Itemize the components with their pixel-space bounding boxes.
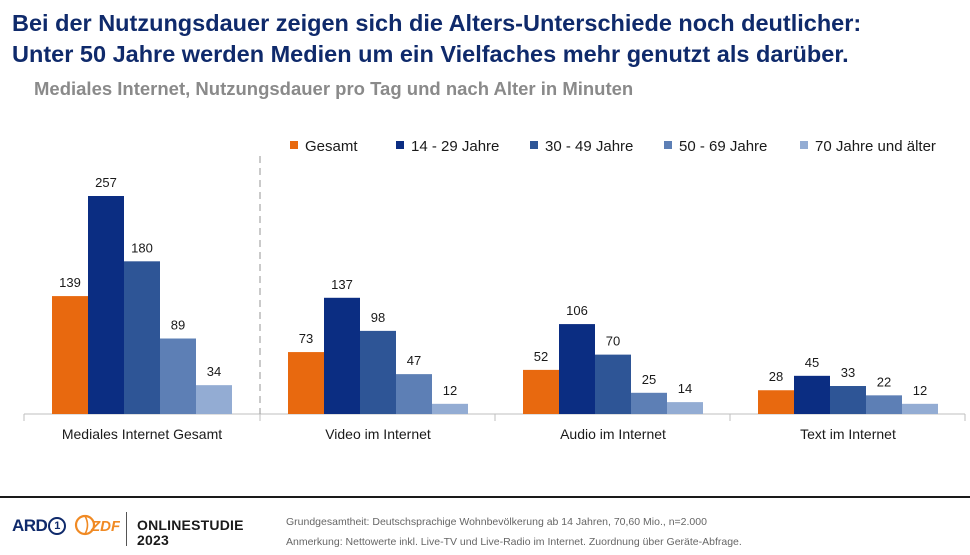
- bar-0-3: [160, 338, 196, 414]
- data-label-2-1: 106: [566, 303, 588, 318]
- data-label-3-3: 22: [877, 374, 891, 389]
- bar-3-3: [866, 395, 902, 414]
- legend-label-2: 30 - 49 Jahre: [545, 138, 633, 155]
- data-label-3-4: 12: [913, 383, 927, 398]
- study-name: ONLINESTUDIE: [137, 517, 244, 533]
- data-label-1-0: 73: [299, 331, 313, 346]
- bar-0-4: [196, 385, 232, 414]
- bar-2-2: [595, 354, 631, 414]
- legend-swatch-4: [800, 141, 808, 149]
- legend-label-4: 70 Jahre und älter: [815, 138, 936, 155]
- bar-3-2: [830, 386, 866, 414]
- category-label-1: Video im Internet: [325, 426, 431, 442]
- headline-line-1: Bei der Nutzungsdauer zeigen sich die Al…: [12, 10, 862, 36]
- bar-2-3: [631, 392, 667, 414]
- bar-2-0: [523, 369, 559, 414]
- bar-3-0: [758, 390, 794, 414]
- ard-logo-text: ARD: [12, 516, 48, 535]
- note-population: Grundgesamtheit: Deutschsprachige Wohnbe…: [286, 516, 707, 528]
- data-label-1-1: 137: [331, 277, 353, 292]
- data-label-0-4: 34: [207, 364, 221, 379]
- zdf-logo-text: ZDF: [90, 518, 120, 535]
- legend-swatch-0: [290, 141, 298, 149]
- data-label-2-0: 52: [534, 349, 548, 364]
- category-label-0: Mediales Internet Gesamt: [62, 426, 222, 442]
- data-label-2-2: 70: [606, 334, 620, 349]
- headline: Bei der Nutzungsdauer zeigen sich die Al…: [12, 8, 861, 70]
- bar-1-1: [324, 297, 360, 414]
- bar-3-1: [794, 375, 830, 414]
- data-label-3-1: 45: [805, 355, 819, 370]
- ard-one-icon: 1: [48, 517, 67, 535]
- headline-line-2: Unter 50 Jahre werden Medien um ein Viel…: [12, 41, 849, 67]
- legend-swatch-3: [664, 141, 672, 149]
- study-logo: ONLINESTUDIE 2023: [137, 518, 244, 548]
- bar-chart: 139 73 52 28 257 137 106 45 180 98 70 33 89 47 25 22 34 1…: [23, 138, 966, 442]
- data-label-3-2: 33: [841, 365, 855, 380]
- data-label-1-3: 47: [407, 353, 421, 368]
- data-label-3-0: 28: [769, 369, 783, 384]
- data-label-1-2: 98: [371, 310, 385, 325]
- legend-label-3: 50 - 69 Jahre: [679, 138, 767, 155]
- bar-2-4: [667, 402, 703, 414]
- bar-2-1: [559, 324, 595, 414]
- study-year: 2023: [137, 532, 169, 548]
- note-remark: Anmerkung: Nettowerte inkl. Live-TV und …: [286, 536, 742, 548]
- ard-logo: ARD 1: [12, 516, 67, 536]
- data-label-0-2: 180: [131, 240, 153, 255]
- legend-label-1: 14 - 29 Jahre: [411, 138, 499, 155]
- data-label-2-3: 25: [642, 372, 656, 387]
- legend-swatch-2: [530, 141, 538, 149]
- footer-divider: [0, 496, 970, 498]
- bar-0-0: [52, 296, 88, 414]
- legend-label-0: Gesamt: [305, 138, 358, 155]
- data-label-0-0: 139: [59, 275, 81, 290]
- bar-1-4: [432, 403, 468, 414]
- zdf-logo: ZDF: [74, 514, 120, 536]
- data-label-1-4: 12: [443, 383, 457, 398]
- logo-divider: [126, 512, 127, 546]
- data-label-0-3: 89: [171, 318, 185, 333]
- bar-0-2: [124, 261, 160, 414]
- data-label-2-4: 14: [678, 381, 692, 396]
- bar-0-1: [88, 196, 124, 414]
- category-label-2: Audio im Internet: [560, 426, 666, 442]
- bar-3-4: [902, 403, 938, 414]
- legend-swatch-1: [396, 141, 404, 149]
- bar-1-2: [360, 330, 396, 414]
- chart-subtitle: Mediales Internet, Nutzungsdauer pro Tag…: [34, 78, 634, 99]
- bar-1-0: [288, 352, 324, 414]
- footer-notes: Grundgesamtheit: Deutschsprachige Wohnbe…: [286, 512, 742, 552]
- data-label-0-1: 257: [95, 175, 117, 190]
- category-label-3: Text im Internet: [800, 426, 896, 442]
- bar-1-3: [396, 374, 432, 414]
